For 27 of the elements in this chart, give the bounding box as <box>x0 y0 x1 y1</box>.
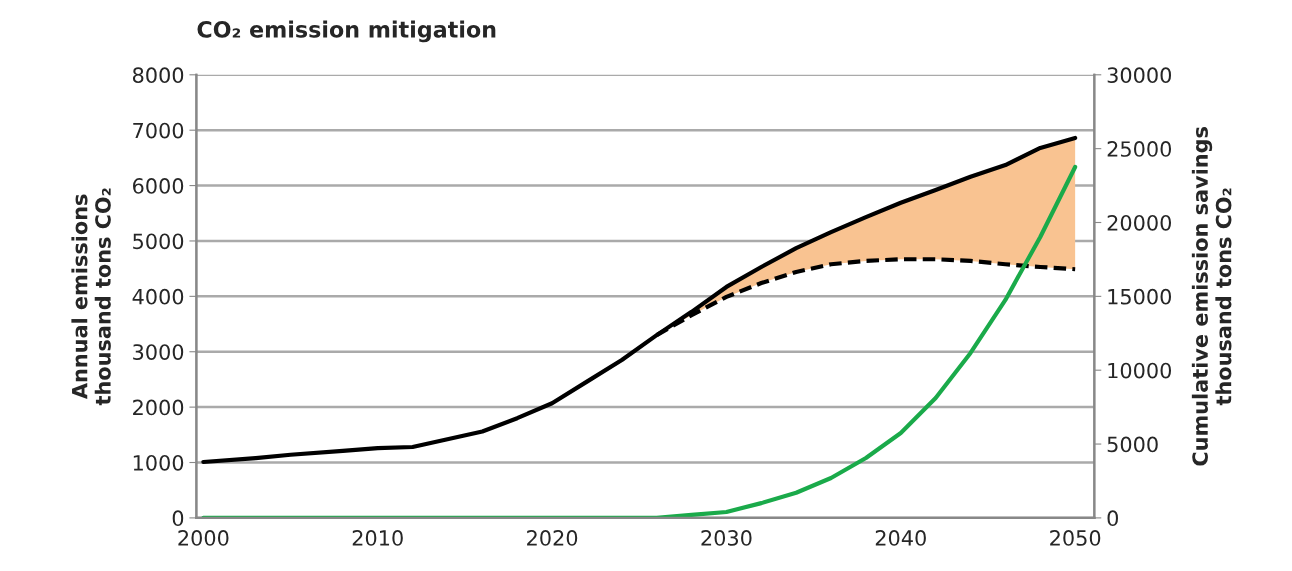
y2-tick-label: 10000 <box>1108 362 1172 379</box>
y-tick-label: 5000 <box>133 233 184 250</box>
y2-tick-label: 25000 <box>1107 141 1172 157</box>
y-tick-label: 2000 <box>133 399 184 416</box>
x-tick-label: 2040 <box>875 530 926 546</box>
y2-tick-label: 20000 <box>1107 214 1172 231</box>
x-tick-label: 2020 <box>527 530 578 546</box>
y-tick-label: 8000 <box>132 67 184 84</box>
x-tick-label: 2000 <box>178 530 229 546</box>
x-tick-label: 2030 <box>701 530 752 546</box>
chart-title: CO₂ emission mitigation <box>197 20 496 43</box>
y-tick-label: 7000 <box>133 122 184 139</box>
y-tick-label: 1000 <box>133 454 184 471</box>
y2-tick-label: 5000 <box>1107 436 1158 453</box>
x-tick-label: 2010 <box>352 530 403 546</box>
y-tick-label: 6000 <box>133 178 184 194</box>
line-series <box>201 164 1078 518</box>
x-tick-label: 2050 <box>1050 530 1101 546</box>
y2-tick-label: 30000 <box>1107 67 1172 84</box>
y-tick-label: 3000 <box>133 344 184 360</box>
y2-tick-label: 0 <box>1107 510 1118 527</box>
line-series <box>201 135 1078 465</box>
y2-axis-title: Cumulative emission savings thousand tons CO₂ <box>1191 127 1232 466</box>
y-tick-label: 0 <box>172 510 184 527</box>
y-axis-title: Annual emissions thousand tons CO₂ <box>71 188 111 406</box>
y-tick-label: 4000 <box>132 288 184 305</box>
y2-tick-label: 15000 <box>1108 288 1172 305</box>
